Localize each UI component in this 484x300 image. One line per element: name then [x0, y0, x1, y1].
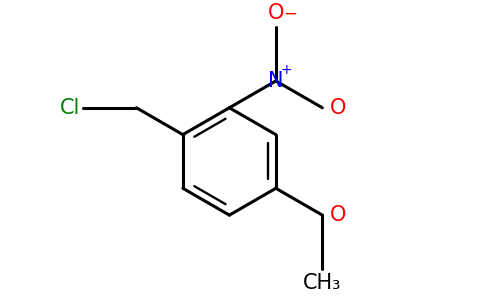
Text: N: N: [268, 71, 284, 91]
Text: CH₃: CH₃: [303, 273, 342, 292]
Text: +: +: [281, 63, 292, 76]
Text: O: O: [268, 4, 284, 23]
Text: Cl: Cl: [60, 98, 80, 118]
Text: O: O: [330, 98, 346, 118]
Text: −: −: [283, 4, 297, 22]
Text: O: O: [330, 205, 346, 225]
